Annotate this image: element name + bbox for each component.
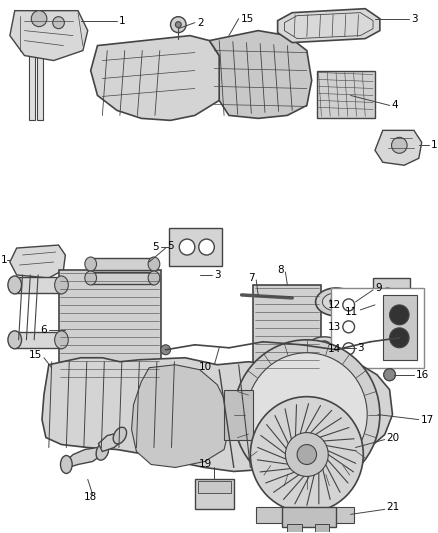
Bar <box>331 288 424 368</box>
Circle shape <box>175 22 181 28</box>
Polygon shape <box>10 11 88 61</box>
Bar <box>383 295 417 360</box>
Bar <box>283 507 336 527</box>
Bar <box>195 480 234 510</box>
Text: 19: 19 <box>199 459 212 470</box>
Text: 17: 17 <box>421 415 434 425</box>
Text: 21: 21 <box>387 503 400 512</box>
Ellipse shape <box>85 271 96 285</box>
Circle shape <box>297 445 317 464</box>
Text: 6: 6 <box>40 325 47 335</box>
Bar <box>91 272 154 284</box>
Circle shape <box>161 345 170 355</box>
Text: 15: 15 <box>29 350 42 360</box>
Text: 10: 10 <box>199 362 212 372</box>
Circle shape <box>381 288 395 302</box>
Text: 1: 1 <box>119 15 126 26</box>
Circle shape <box>286 291 299 305</box>
Polygon shape <box>10 245 65 278</box>
Circle shape <box>384 369 396 381</box>
Text: 18: 18 <box>84 492 97 503</box>
Ellipse shape <box>113 427 127 444</box>
Text: 15: 15 <box>240 14 254 23</box>
Circle shape <box>199 239 214 255</box>
Text: 12: 12 <box>328 300 341 310</box>
Polygon shape <box>91 36 229 120</box>
Text: 20: 20 <box>387 433 400 442</box>
Text: 11: 11 <box>345 307 358 317</box>
Text: 1: 1 <box>431 140 437 150</box>
Text: 7: 7 <box>247 273 254 283</box>
Text: 2: 2 <box>197 18 203 28</box>
Text: 13: 13 <box>328 322 341 332</box>
Circle shape <box>318 341 331 355</box>
Circle shape <box>384 369 396 381</box>
Polygon shape <box>131 365 229 467</box>
Circle shape <box>251 397 363 512</box>
Ellipse shape <box>8 276 21 294</box>
Circle shape <box>381 308 395 322</box>
Bar <box>287 524 302 532</box>
Polygon shape <box>65 448 102 467</box>
Ellipse shape <box>148 271 160 285</box>
Bar <box>224 390 253 440</box>
Text: 14: 14 <box>328 344 341 354</box>
Circle shape <box>395 333 404 343</box>
Bar <box>59 270 161 390</box>
Text: 3: 3 <box>411 14 418 23</box>
Ellipse shape <box>55 276 68 294</box>
Bar <box>373 278 410 326</box>
Ellipse shape <box>322 293 350 311</box>
Ellipse shape <box>307 337 341 359</box>
Circle shape <box>389 328 409 348</box>
Bar <box>29 55 35 120</box>
Circle shape <box>343 343 354 355</box>
Polygon shape <box>42 358 392 472</box>
Ellipse shape <box>55 331 68 349</box>
Text: 1: 1 <box>1 255 8 265</box>
Bar <box>15 332 61 348</box>
Polygon shape <box>209 30 312 118</box>
Ellipse shape <box>8 331 21 349</box>
Circle shape <box>389 305 409 325</box>
Circle shape <box>343 299 354 311</box>
Bar <box>169 228 222 266</box>
Circle shape <box>170 17 186 33</box>
Ellipse shape <box>85 257 96 271</box>
Circle shape <box>53 17 64 29</box>
Bar <box>317 70 375 118</box>
Ellipse shape <box>148 257 160 271</box>
Text: 16: 16 <box>416 370 429 379</box>
Ellipse shape <box>316 288 357 316</box>
Circle shape <box>247 353 367 477</box>
Polygon shape <box>99 433 124 451</box>
Circle shape <box>330 296 342 308</box>
Bar <box>37 55 43 120</box>
Bar <box>253 285 321 379</box>
Ellipse shape <box>60 456 72 473</box>
Polygon shape <box>375 131 422 165</box>
Circle shape <box>179 239 195 255</box>
Text: 8: 8 <box>277 265 283 275</box>
Circle shape <box>343 321 354 333</box>
Bar <box>198 481 231 494</box>
Circle shape <box>392 138 407 154</box>
Circle shape <box>234 340 380 489</box>
Bar <box>314 524 329 532</box>
Circle shape <box>286 433 328 477</box>
Text: 5: 5 <box>168 241 174 251</box>
Circle shape <box>31 11 47 27</box>
Bar <box>91 258 154 270</box>
Text: 3: 3 <box>214 270 221 280</box>
Text: 9: 9 <box>375 283 381 293</box>
Bar <box>256 507 353 523</box>
Text: 3: 3 <box>357 343 364 353</box>
Bar <box>15 277 61 293</box>
Polygon shape <box>278 9 380 43</box>
Text: 4: 4 <box>392 100 398 110</box>
Text: 5: 5 <box>152 242 159 252</box>
Circle shape <box>321 345 327 351</box>
Ellipse shape <box>96 443 109 460</box>
